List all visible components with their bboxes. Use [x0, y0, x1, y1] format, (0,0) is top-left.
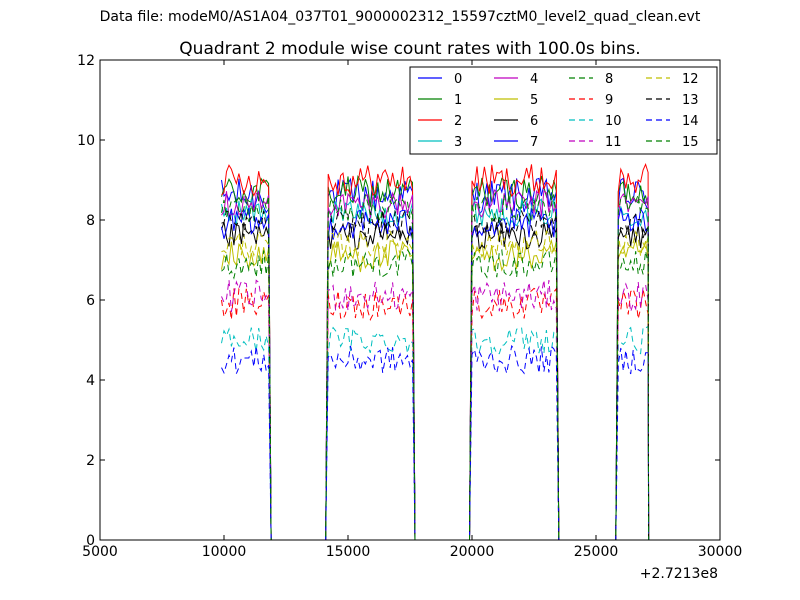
legend-label-13: 13 — [682, 93, 699, 108]
series-line-6 — [221, 220, 650, 541]
series-line-4 — [221, 188, 650, 541]
legend-label-11: 11 — [605, 135, 622, 150]
legend-label-12: 12 — [682, 72, 699, 87]
series-line-7 — [221, 207, 650, 541]
series-line-12 — [221, 229, 650, 541]
series-line-2 — [221, 162, 650, 541]
legend-label-1: 1 — [454, 93, 462, 108]
y-tick-label: 12 — [77, 53, 95, 69]
legend-label-3: 3 — [454, 135, 462, 150]
legend-label-10: 10 — [605, 114, 622, 129]
legend-label-7: 7 — [530, 135, 538, 150]
x-tick-label: 30000 — [698, 544, 743, 560]
legend-label-0: 0 — [454, 72, 462, 87]
x-tick-label: 10000 — [202, 544, 247, 560]
legend-label-15: 15 — [682, 135, 699, 150]
series-line-9 — [221, 287, 650, 541]
x-tick-label: 15000 — [326, 544, 371, 560]
figure-suptitle: Data file: modeM0/AS1A04_037T01_90000023… — [99, 9, 701, 25]
series-line-8 — [221, 248, 650, 541]
series-line-1 — [221, 174, 650, 541]
x-tick-label: 20000 — [450, 544, 495, 560]
series-line-5 — [221, 238, 650, 541]
series-line-3 — [221, 198, 650, 541]
y-tick-label: 8 — [86, 213, 95, 229]
series-line-13 — [221, 209, 650, 541]
y-tick-label: 2 — [86, 453, 95, 469]
series-line-0 — [221, 177, 650, 541]
legend-label-9: 9 — [605, 93, 613, 108]
series-line-14 — [221, 344, 650, 541]
legend-label-6: 6 — [530, 114, 538, 129]
legend-label-14: 14 — [682, 114, 699, 129]
legend-label-8: 8 — [605, 72, 613, 87]
x-offset-label: +2.7213e8 — [640, 566, 718, 582]
y-tick-label: 0 — [86, 533, 95, 549]
legend-label-5: 5 — [530, 93, 538, 108]
series-line-15 — [221, 194, 650, 541]
y-tick-label: 10 — [77, 133, 95, 149]
chart-title: Quadrant 2 module wise count rates with … — [179, 39, 640, 59]
y-tick-label: 4 — [86, 373, 95, 389]
series-line-10 — [221, 325, 650, 541]
x-tick-label: 25000 — [574, 544, 619, 560]
legend-label-2: 2 — [454, 114, 462, 129]
legend-label-4: 4 — [530, 72, 538, 87]
series-line-11 — [221, 279, 650, 541]
legend-box — [409, 66, 718, 155]
y-tick-label: 6 — [86, 293, 95, 309]
x-tick-label: 5000 — [82, 544, 118, 560]
series-lines — [221, 162, 650, 541]
